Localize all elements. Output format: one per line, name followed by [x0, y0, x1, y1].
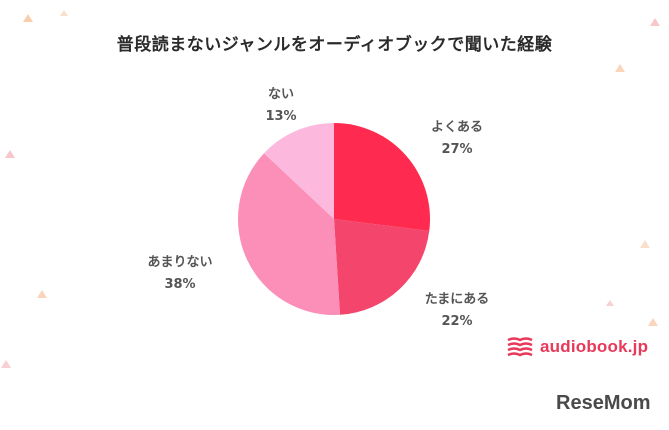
brand-logo: audiobook.jp: [506, 334, 648, 360]
pie-slice: [237, 153, 341, 316]
pie-slice: [334, 123, 430, 232]
decor-triangle: [606, 300, 614, 306]
slice-category-label: ない: [267, 87, 294, 102]
decor-triangle: [37, 290, 47, 298]
chart-title: 普段読まないジャンルをオーディオブックで聞いた経験: [116, 35, 553, 55]
pie-slice: [264, 123, 334, 219]
slice-category-label: あまりない: [147, 255, 213, 270]
slice-label-tamani-aru: たまにある 22%: [402, 289, 512, 333]
slice-value-label: 38%: [164, 277, 196, 292]
slice-category-label: たまにある: [424, 292, 490, 307]
slice-label-nai: ない 13%: [226, 84, 336, 128]
decor-triangle: [648, 318, 658, 326]
slice-label-yoku-aru: よくある 27%: [402, 117, 512, 161]
slice-value-label: 22%: [441, 314, 473, 329]
decor-triangle: [640, 240, 650, 248]
decor-triangle: [650, 18, 660, 26]
slice-category-label: よくある: [430, 120, 483, 135]
watermark-logo: ReseMom: [556, 392, 651, 414]
decor-triangle: [1, 360, 11, 368]
slice-label-amari-nai: あまりない 38%: [125, 252, 235, 296]
pie-slice: [334, 219, 430, 315]
decor-triangle: [5, 150, 15, 158]
book-logo-icon: [507, 337, 533, 357]
slice-value-label: 13%: [265, 109, 297, 124]
decor-triangle: [23, 14, 33, 22]
decor-triangle: [60, 10, 68, 16]
brand-name: audiobook.jp: [540, 337, 649, 356]
decor-triangle: [615, 64, 625, 72]
slice-value-label: 27%: [441, 142, 473, 157]
